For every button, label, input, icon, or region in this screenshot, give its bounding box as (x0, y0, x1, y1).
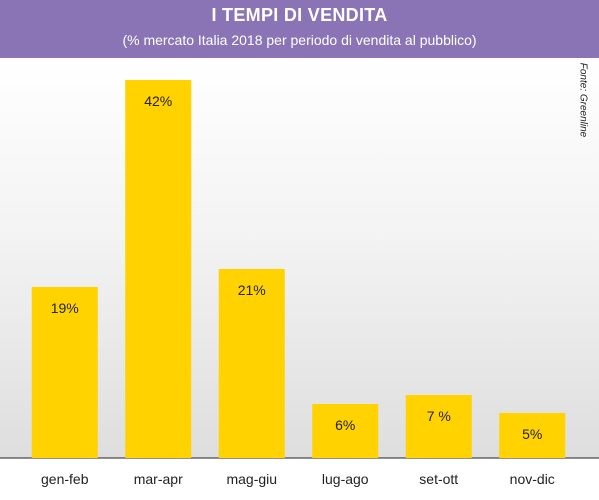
data-label-nov-dic: 5% (522, 426, 542, 442)
chart-subtitle: (% mercato Italia 2018 per periodo di ve… (122, 32, 477, 48)
bar-mag-giu (218, 269, 285, 458)
plot-background (0, 58, 599, 458)
data-label-mag-giu: 21% (238, 282, 266, 298)
x-tick-label-mar-apr: mar-apr (134, 471, 183, 487)
bar-lug-ago (312, 404, 379, 458)
chart-header: I TEMPI DI VENDITA (% mercato Italia 201… (0, 0, 599, 58)
bar-gen-feb (31, 287, 98, 458)
data-label-mar-apr: 42% (144, 93, 172, 109)
data-label-set-ott: 7 % (427, 408, 451, 424)
x-tick-label-lug-ago: lug-ago (322, 471, 369, 487)
chart-title: I TEMPI DI VENDITA (211, 5, 388, 25)
bar-mar-apr (125, 80, 192, 458)
x-tick-label-set-ott: set-ott (419, 471, 458, 487)
data-label-lug-ago: 6% (335, 417, 355, 433)
x-tick-label-gen-feb: gen-feb (41, 471, 89, 487)
data-label-gen-feb: 19% (51, 300, 79, 316)
x-tick-label-mag-giu: mag-giu (226, 471, 277, 487)
x-tick-label-nov-dic: nov-dic (510, 471, 555, 487)
bar-set-ott (405, 395, 472, 458)
bar-nov-dic (499, 413, 566, 458)
